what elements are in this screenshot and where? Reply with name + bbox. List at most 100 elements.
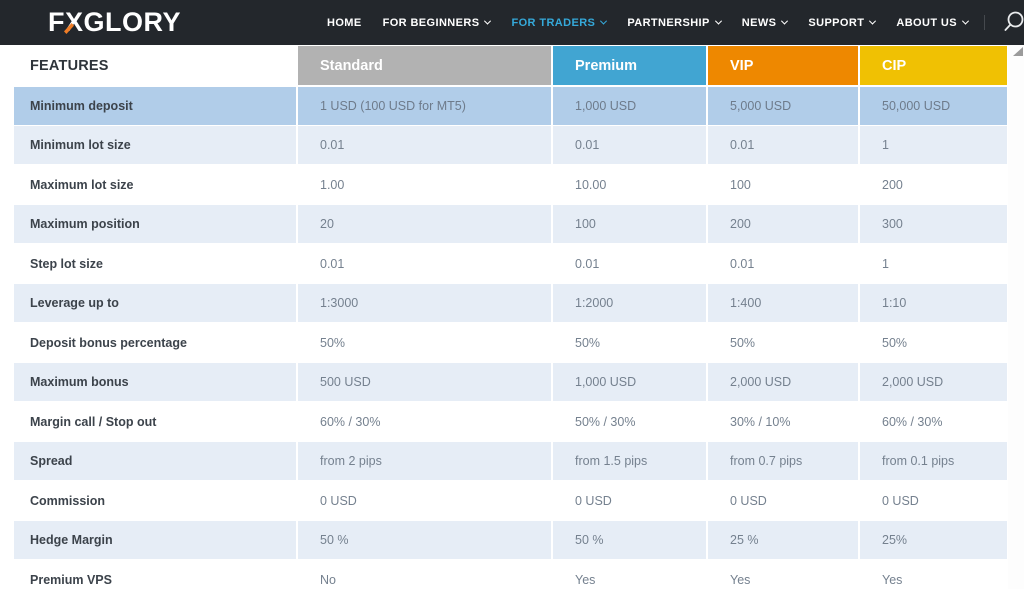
nav-item-about-us[interactable]: ABOUT US — [896, 17, 968, 29]
nav-item-label: NEWS — [742, 17, 777, 29]
feature-cell-maximum-bonus: Maximum bonus — [14, 363, 296, 401]
scrollbar-track[interactable] — [1008, 45, 1024, 589]
value-cell-cip-margin-call-stop-out: 60% / 30% — [860, 403, 1007, 441]
value-cell-vip-maximum-bonus: 2,000 USD — [708, 363, 858, 401]
feature-cell-leverage-up-to: Leverage up to — [14, 284, 296, 322]
nav-item-for-beginners[interactable]: FOR BEGINNERS — [383, 17, 491, 29]
features-header: FEATURES — [0, 46, 296, 85]
feature-cell-premium-vps: Premium VPS — [14, 561, 296, 599]
value-cell-premium-maximum-bonus: 1,000 USD — [553, 363, 706, 401]
nav-item-partnership[interactable]: PARTNERSHIP — [627, 17, 720, 29]
value-cell-vip-deposit-bonus-percentage: 50% — [708, 324, 858, 362]
chevron-down-icon — [869, 18, 876, 25]
feature-cell-commission: Commission — [14, 482, 296, 520]
feature-cell-maximum-lot-size: Maximum lot size — [14, 166, 296, 204]
value-cell-standard-minimum-lot-size: 0.01 — [298, 126, 551, 164]
value-cell-vip-maximum-lot-size: 100 — [708, 166, 858, 204]
scroll-arrow-icon[interactable] — [1013, 47, 1023, 56]
nav-item-for-traders[interactable]: FOR TRADERS — [511, 17, 606, 29]
search-button[interactable] — [998, 8, 1024, 38]
value-cell-standard-margin-call-stop-out: 60% / 30% — [298, 403, 551, 441]
value-cell-premium-deposit-bonus-percentage: 50% — [553, 324, 706, 362]
nav-item-label: HOME — [327, 17, 362, 29]
value-cell-standard-minimum-deposit: 1 USD (100 USD for MT5) — [298, 87, 551, 125]
value-cell-standard-leverage-up-to: 1:3000 — [298, 284, 551, 322]
value-cell-vip-margin-call-stop-out: 30% / 10% — [708, 403, 858, 441]
value-cell-standard-commission: 0 USD — [298, 482, 551, 520]
nav-item-label: PARTNERSHIP — [627, 17, 709, 29]
value-cell-standard-premium-vps: No — [298, 561, 551, 599]
value-cell-premium-margin-call-stop-out: 50% / 30% — [553, 403, 706, 441]
feature-cell-minimum-lot-size: Minimum lot size — [14, 126, 296, 164]
plan-header-premium: Premium — [553, 46, 706, 85]
value-cell-standard-deposit-bonus-percentage: 50% — [298, 324, 551, 362]
nav-item-label: FOR BEGINNERS — [383, 17, 480, 29]
value-cell-cip-spread: from 0.1 pips — [860, 442, 1007, 480]
value-cell-vip-minimum-lot-size: 0.01 — [708, 126, 858, 164]
chevron-down-icon — [600, 18, 607, 25]
value-cell-standard-maximum-bonus: 500 USD — [298, 363, 551, 401]
nav-divider — [984, 15, 985, 30]
feature-cell-deposit-bonus-percentage: Deposit bonus percentage — [14, 324, 296, 362]
value-cell-cip-leverage-up-to: 1:10 — [860, 284, 1007, 322]
nav-menu: HOME FOR BEGINNERS FOR TRADERS PARTNERSHIP N… — [327, 17, 968, 29]
feature-cell-step-lot-size: Step lot size — [14, 245, 296, 283]
value-cell-vip-step-lot-size: 0.01 — [708, 245, 858, 283]
nav-item-home[interactable]: HOME — [327, 17, 362, 29]
chevron-down-icon — [484, 18, 491, 25]
logo-x-letter: X — [65, 7, 84, 38]
value-cell-premium-hedge-margin: 50 % — [553, 521, 706, 559]
value-cell-premium-step-lot-size: 0.01 — [553, 245, 706, 283]
value-cell-cip-minimum-lot-size: 1 — [860, 126, 1007, 164]
chevron-down-icon — [962, 18, 969, 25]
nav-item-label: SUPPORT — [808, 17, 864, 29]
value-cell-cip-premium-vps: Yes — [860, 561, 1007, 599]
nav-item-label: FOR TRADERS — [511, 17, 595, 29]
feature-cell-minimum-deposit: Minimum deposit — [14, 87, 296, 125]
value-cell-premium-minimum-deposit: 1,000 USD — [553, 87, 706, 125]
logo-prefix: F — [48, 7, 65, 38]
value-cell-vip-maximum-position: 200 — [708, 205, 858, 243]
search-icon — [1002, 11, 1024, 34]
value-cell-cip-maximum-lot-size: 200 — [860, 166, 1007, 204]
value-cell-standard-spread: from 2 pips — [298, 442, 551, 480]
value-cell-vip-premium-vps: Yes — [708, 561, 858, 599]
nav-item-news[interactable]: NEWS — [742, 17, 788, 29]
value-cell-cip-commission: 0 USD — [860, 482, 1007, 520]
logo-suffix: GLORY — [84, 7, 182, 38]
value-cell-vip-spread: from 0.7 pips — [708, 442, 858, 480]
value-cell-standard-step-lot-size: 0.01 — [298, 245, 551, 283]
value-cell-cip-hedge-margin: 25% — [860, 521, 1007, 559]
value-cell-standard-maximum-position: 20 — [298, 205, 551, 243]
value-cell-vip-hedge-margin: 25 % — [708, 521, 858, 559]
value-cell-premium-maximum-position: 100 — [553, 205, 706, 243]
value-cell-vip-minimum-deposit: 5,000 USD — [708, 87, 858, 125]
value-cell-premium-maximum-lot-size: 10.00 — [553, 166, 706, 204]
plan-header-vip: VIP — [708, 46, 858, 85]
plan-header-standard: Standard — [298, 46, 551, 85]
feature-cell-maximum-position: Maximum position — [14, 205, 296, 243]
value-cell-standard-hedge-margin: 50 % — [298, 521, 551, 559]
feature-cell-margin-call-stop-out: Margin call / Stop out — [14, 403, 296, 441]
value-cell-vip-commission: 0 USD — [708, 482, 858, 520]
value-cell-cip-step-lot-size: 1 — [860, 245, 1007, 283]
value-cell-cip-maximum-bonus: 2,000 USD — [860, 363, 1007, 401]
value-cell-premium-minimum-lot-size: 0.01 — [553, 126, 706, 164]
feature-cell-hedge-margin: Hedge Margin — [14, 521, 296, 559]
value-cell-premium-premium-vps: Yes — [553, 561, 706, 599]
value-cell-cip-deposit-bonus-percentage: 50% — [860, 324, 1007, 362]
value-cell-premium-spread: from 1.5 pips — [553, 442, 706, 480]
chevron-down-icon — [715, 18, 722, 25]
nav-item-label: ABOUT US — [896, 17, 957, 29]
value-cell-cip-maximum-position: 300 — [860, 205, 1007, 243]
value-cell-premium-leverage-up-to: 1:2000 — [553, 284, 706, 322]
value-cell-premium-commission: 0 USD — [553, 482, 706, 520]
value-cell-standard-maximum-lot-size: 1.00 — [298, 166, 551, 204]
chevron-down-icon — [781, 18, 788, 25]
nav-item-support[interactable]: SUPPORT — [808, 17, 875, 29]
value-cell-vip-leverage-up-to: 1:400 — [708, 284, 858, 322]
